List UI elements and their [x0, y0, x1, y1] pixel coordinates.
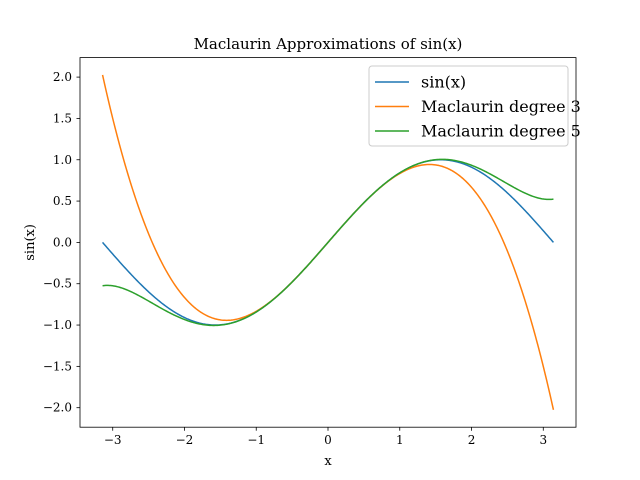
x-tick-label: 2: [468, 433, 476, 447]
plot-area: [101, 74, 555, 411]
x-axis-ticks: −3 −2 −1 0 1 2 3: [104, 427, 547, 447]
y-tick-label: −2.0: [43, 401, 72, 415]
x-tick-label: 0: [324, 433, 332, 447]
y-tick-label: −1.5: [43, 359, 72, 373]
x-tick-label: −3: [104, 433, 122, 447]
legend-box: [368, 65, 569, 147]
legend: sin(x) Maclaurin degree 3 Maclaurin degree…: [368, 65, 581, 147]
legend-label-0: sin(x): [421, 73, 466, 92]
x-tick-label: −1: [247, 433, 265, 447]
axes-frame: [79, 57, 577, 428]
y-axis-ticks: −2.0 −1.5 −1.0 −0.5 0.0 0.5 1.0 1.5 2.0: [43, 70, 80, 415]
y-tick-label: 1.0: [53, 153, 72, 167]
y-tick-label: 0.5: [53, 194, 72, 208]
y-tick-label: −0.5: [43, 277, 72, 291]
y-axis-label: sin(x): [23, 224, 38, 261]
x-tick-label: −2: [176, 433, 194, 447]
x-axis-label: x: [324, 454, 332, 469]
y-tick-label: 0.0: [53, 235, 72, 249]
series-line-2: [102, 158, 554, 327]
chart-title: Maclaurin Approximations of sin(x): [194, 35, 463, 53]
y-tick-label: 2.0: [53, 70, 72, 84]
y-tick-label: 1.5: [53, 111, 72, 125]
x-tick-label: 1: [396, 433, 404, 447]
y-tick-label: −1.0: [43, 318, 72, 332]
x-tick-label: 3: [539, 433, 547, 447]
legend-label-1: Maclaurin degree 3: [421, 97, 581, 116]
legend-label-2: Maclaurin degree 5: [421, 122, 581, 141]
